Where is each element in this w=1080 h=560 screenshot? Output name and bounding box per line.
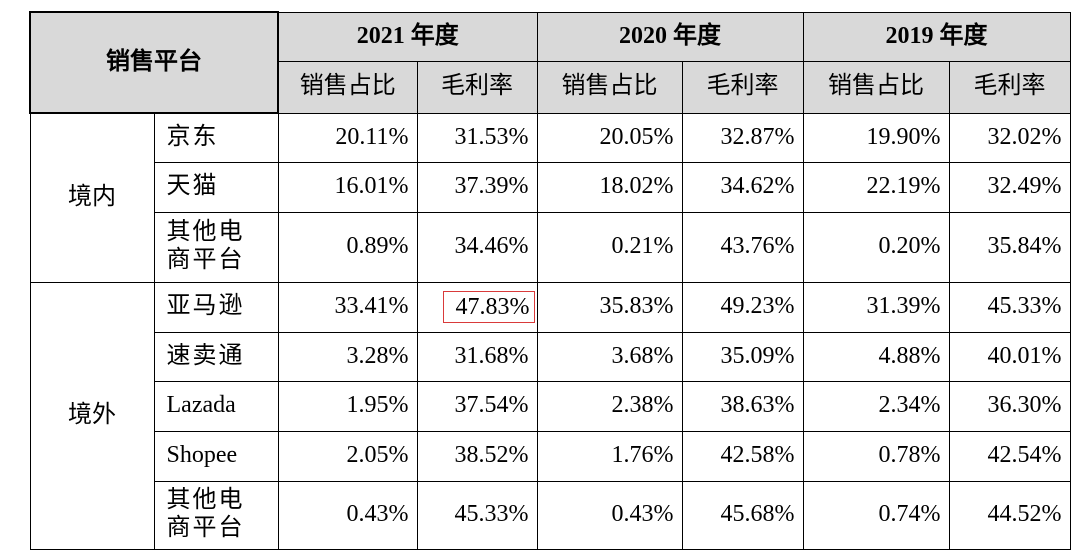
cell-value: 43.76% [681,211,804,283]
header-gross-margin: 毛利率 [416,60,538,114]
platform-name-line2: 商平台 [166,247,245,273]
header-row-metrics: 销售占比 毛利率 销售占比 毛利率 销售占比 毛利率 [30,60,1071,114]
platform-name: 速卖通 [153,331,279,382]
cell-value: 44.52% [948,480,1071,550]
cell-value: 3.28% [277,331,418,382]
cell-value: 3.68% [536,331,683,382]
cell-value: 2.05% [277,430,418,482]
platform-name: Lazada [153,380,279,432]
cell-value: 20.05% [536,112,683,163]
header-row-years: 销售平台 2021 年度 2020 年度 2019 年度 [29,11,1071,114]
cell-value: 0.43% [277,480,418,550]
cell-value: 4.88% [802,331,950,382]
cell-value: 33.41% [277,281,418,333]
platform-name-line2: 商平台 [166,515,245,541]
cell-value: 0.78% [802,430,950,482]
cell-value: 35.09% [681,331,804,382]
cell-value: 32.02% [948,112,1071,163]
cell-value: 38.63% [681,380,804,432]
header-platform: 销售平台 [29,11,279,114]
group-overseas: 境外 [29,281,155,550]
cell-value: 34.46% [416,211,538,283]
cell-value: 32.49% [948,161,1071,213]
cell-value: 37.54% [416,380,538,432]
table-row: 其他电 商平台 0.89% 34.46% 0.21% 43.76% 0.20% 3… [30,211,1071,283]
table-row: Lazada 1.95% 37.54% 2.38% 38.63% 2.34% 3… [30,380,1071,432]
cell-value: 31.39% [802,281,950,333]
cell-value-highlighted: 47.83% [416,281,538,333]
cell-value: 18.02% [536,161,683,213]
cell-value: 40.01% [948,331,1071,382]
sales-platform-table: 销售平台 2021 年度 2020 年度 2019 年度 销售占比 毛利率 销售… [29,11,1071,550]
platform-name: 天猫 [153,161,279,213]
cell-value: 32.87% [681,112,804,163]
cell-value: 45.68% [681,480,804,550]
cell-value: 31.68% [416,331,538,382]
table-row: Shopee 2.05% 38.52% 1.76% 42.58% 0.78% 4… [30,430,1071,482]
cell-value: 42.54% [948,430,1071,482]
cell-value: 0.21% [536,211,683,283]
group-domestic: 境内 [29,112,155,283]
cell-value: 0.20% [802,211,950,283]
highlight-box: 47.83% [442,290,535,324]
platform-name: 亚马逊 [153,281,279,333]
cell-value: 22.19% [802,161,950,213]
header-year-2021: 2021 年度 [277,11,538,62]
cell-value: 16.01% [277,161,418,213]
table-row: 其他电 商平台 0.43% 45.33% 0.43% 45.68% 0.74% 4… [30,480,1071,550]
cell-value: 1.76% [536,430,683,482]
table-row: 境内 京东 20.11% 31.53% 20.05% 32.87% 19.90%… [29,112,1071,283]
cell-value: 34.62% [681,161,804,213]
cell-value: 35.84% [948,211,1071,283]
table-row: 天猫 16.01% 37.39% 18.02% 34.62% 22.19% 32… [30,161,1071,213]
platform-name: 其他电 商平台 [153,211,279,283]
cell-value: 0.74% [802,480,950,550]
table-row: 境外 亚马逊 33.41% 47.83% 35.83% 49.23% 31.39… [29,281,1071,550]
cell-value: 36.30% [948,380,1071,432]
cell-value: 45.33% [416,480,538,550]
cell-value: 31.53% [416,112,538,163]
cell-value: 2.38% [536,380,683,432]
table-row: 速卖通 3.28% 31.68% 3.68% 35.09% 4.88% 40.0… [30,331,1071,382]
platform-name-line1: 其他电 [166,219,245,246]
cell-value: 42.58% [681,430,804,482]
cell-value: 37.39% [416,161,538,213]
header-year-2020: 2020 年度 [536,11,804,62]
cell-value: 1.95% [277,380,418,432]
header-sales-ratio: 销售占比 [277,60,418,114]
header-sales-ratio: 销售占比 [802,60,950,114]
header-year-2019: 2019 年度 [802,11,1071,62]
platform-name: Shopee [153,430,279,482]
header-sales-ratio: 销售占比 [536,60,683,114]
platform-name-line1: 其他电 [166,487,245,514]
platform-name: 京东 [153,112,279,163]
cell-value: 0.43% [536,480,683,550]
cell-value: 2.34% [802,380,950,432]
cell-value: 49.23% [681,281,804,333]
cell-value: 0.89% [277,211,418,283]
cell-value: 35.83% [536,281,683,333]
header-gross-margin: 毛利率 [948,60,1071,114]
cell-value: 20.11% [277,112,418,163]
header-gross-margin: 毛利率 [681,60,804,114]
cell-value: 19.90% [802,112,950,163]
platform-name: 其他电 商平台 [153,480,279,550]
cell-value: 45.33% [948,281,1071,333]
cell-value: 38.52% [416,430,538,482]
